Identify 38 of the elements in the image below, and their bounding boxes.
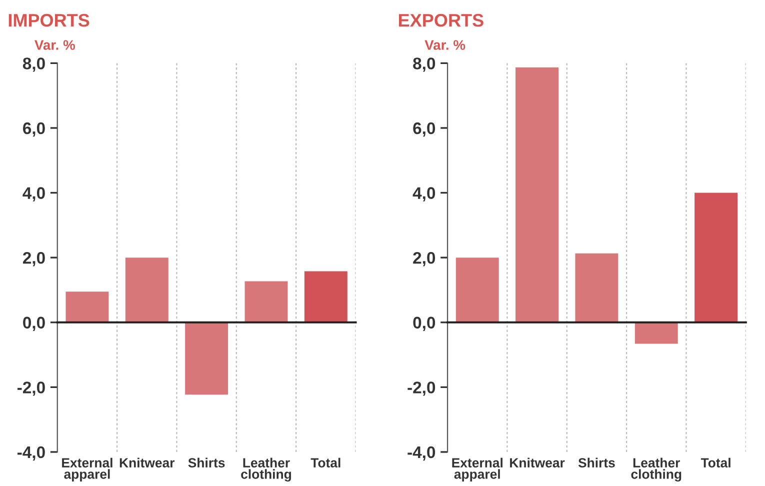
y-tick-label: 4,0 [412, 187, 436, 202]
x-tick-label: External apparel [62, 458, 112, 482]
x-tick-label: External apparel [452, 458, 502, 482]
y-tick-label: 6,0 [413, 122, 436, 137]
x-tick-label: Total [310, 458, 340, 468]
y-tick-label: 6,0 [23, 122, 45, 137]
bar [634, 322, 678, 344]
bar [304, 271, 348, 322]
x-tick-label: Leather clothing [631, 458, 682, 482]
y-tick-label: -2,0 [18, 382, 45, 396]
bar [516, 67, 559, 322]
y-tick-label: 0,0 [413, 316, 436, 331]
y-tick-label: 4,0 [22, 187, 45, 202]
bar [244, 281, 288, 322]
bar [185, 322, 228, 395]
bar [575, 253, 618, 322]
x-tick-label: Total [700, 458, 730, 468]
y-axis-title: Var. % [424, 40, 466, 50]
bar [66, 292, 109, 322]
bar [125, 258, 168, 322]
y-tick-label: -4,0 [408, 446, 436, 461]
y-tick-label: 8,0 [22, 58, 45, 72]
chart-title: EXPORTS [399, 14, 484, 27]
y-tick-label: 2,0 [413, 252, 436, 266]
x-tick-label: Knitwear [510, 458, 565, 468]
x-tick-label: Knitwear [120, 458, 175, 468]
y-tick-label: -4,0 [18, 446, 45, 461]
x-tick-label: Shirts [578, 458, 615, 468]
y-axis-title: Var. % [34, 40, 75, 50]
y-tick-label: -2,0 [408, 382, 436, 396]
y-tick-label: 2,0 [22, 252, 45, 266]
bar [456, 258, 499, 322]
x-tick-label: Shirts [188, 458, 225, 468]
chart-title: IMPORTS [8, 14, 90, 27]
y-tick-label: 0,0 [23, 316, 45, 331]
y-tick-label: 8,0 [413, 58, 436, 72]
bar [694, 192, 738, 322]
x-tick-label: Leather clothing [241, 458, 291, 482]
